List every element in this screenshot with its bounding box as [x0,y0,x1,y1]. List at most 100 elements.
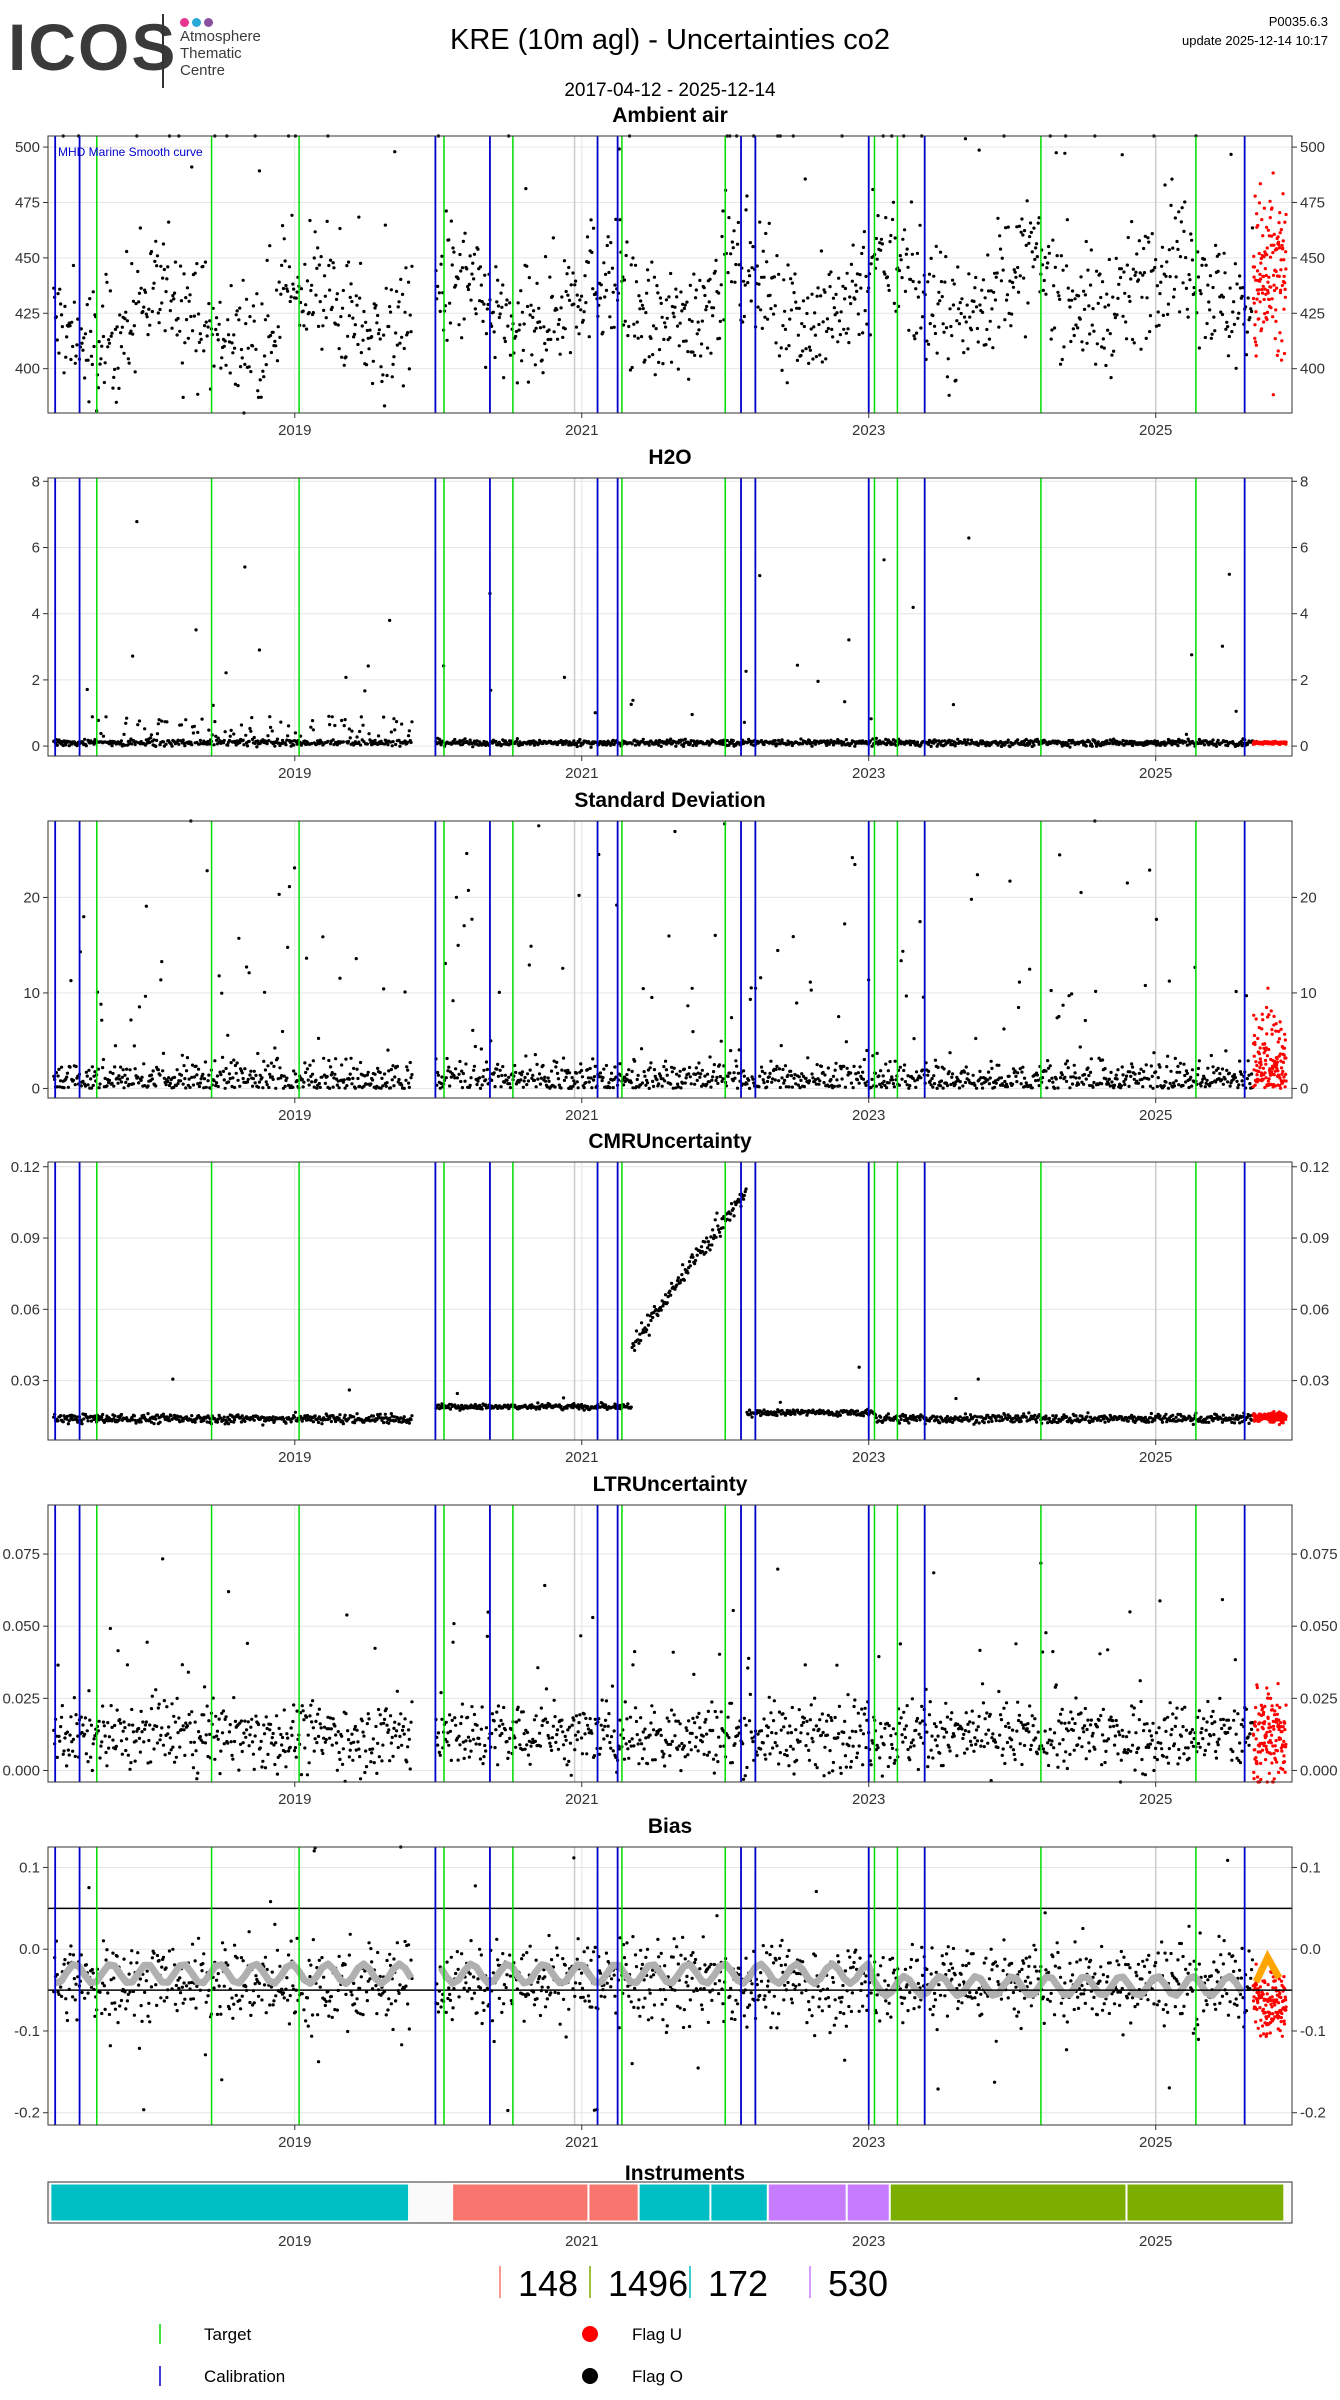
flag-u-points [1251,739,1288,746]
instrument-id: 172 [708,2263,768,2304]
y-tick-label: 0.03 [1300,1373,1329,1390]
x-tick-label: 2025 [1139,1791,1172,1808]
y-tick-label: 500 [1300,139,1325,156]
panel-ambient-air: Ambient air 400 400 425 425 450 450 475 475 500 50… [15,104,1325,439]
legend-flag-o-label: Flag O [632,2367,683,2386]
page-title: KRE (10m agl) - Uncertainties co2 [450,24,890,56]
instrument-id: 148 [518,2263,578,2304]
instrument-id: 1496 [608,2263,688,2304]
y-tick-label: 8 [32,473,40,490]
y-tick-label: 0.06 [11,1301,40,1318]
y-tick-label: 10 [23,985,40,1002]
x-tick-label: 2023 [852,1449,885,1466]
panel-border [47,820,1293,1099]
y-tick-label: 0.075 [2,1546,40,1563]
legend-flag-u-label: Flag U [632,2325,682,2344]
panel-border [47,135,1293,414]
flag-u-points [1251,1957,1288,2038]
x-tick-label: 2025 [1139,2233,1172,2250]
flag-o-points [52,134,1255,415]
logo-line-3: Centre [180,62,226,79]
y-tick-label: 475 [15,194,40,211]
panel-h2o: H2O 0 0 2 2 4 4 6 6 8 8 2019 2021 2023 2025 [32,446,1309,782]
y-tick-label: 0 [32,738,40,755]
x-tick-label: 2021 [565,422,598,439]
x-tick-label: 2021 [565,765,598,782]
x-tick-label: 2025 [1139,1107,1172,1124]
panel-title: CMRUncertainty [588,1130,752,1153]
logo-line-2: Thematic [180,45,242,62]
date-range: 2017-04-12 - 2025-12-14 [564,80,776,101]
y-tick-label: 4 [32,606,40,623]
y-tick-label: 0.000 [2,1762,40,1779]
y-tick-label: 0 [1300,738,1308,755]
logo-divider [162,14,164,88]
version-info: P0035.6.3 update 2025-12-14 10:17 [1182,12,1328,50]
y-tick-label: 6 [1300,540,1308,557]
x-tick-label: 2023 [852,1791,885,1808]
y-tick-label: -0.1 [14,2023,40,2040]
y-tick-label: 475 [1300,194,1325,211]
y-tick-label: 6 [32,540,40,557]
flag-o-points [52,1557,1255,1784]
y-tick-label: 0.1 [19,1859,40,1876]
x-tick-label: 2023 [852,765,885,782]
panel-title: H2O [648,446,691,469]
x-tick-label: 2023 [852,422,885,439]
y-tick-label: 4 [1300,606,1308,623]
flag-o-points [52,819,1255,1090]
icos-logo-word: ICOS [8,10,178,84]
instrument-segment [889,2183,1127,2222]
y-tick-label: 0.0 [1300,1941,1321,1958]
y-tick-label: 425 [1300,305,1325,322]
y-tick-label: 0.075 [1300,1546,1338,1563]
flag-u-points [1251,1410,1288,1427]
y-tick-label: 0.06 [1300,1301,1329,1318]
instrument-segment [50,2183,410,2222]
x-tick-label: 2021 [565,1791,598,1808]
y-tick-label: 2 [32,672,40,689]
y-tick-label: 400 [15,361,40,378]
x-tick-label: 2023 [852,1107,885,1124]
x-tick-label: 2019 [278,422,311,439]
y-tick-label: 20 [23,889,40,906]
x-tick-label: 2019 [278,1449,311,1466]
panel-title: LTRUncertainty [593,1473,748,1496]
x-tick-label: 2021 [565,1107,598,1124]
flag-o-points [52,520,1255,749]
logo-dot [192,18,201,27]
panel-border [47,477,1293,757]
y-tick-label: 0.12 [11,1159,40,1176]
x-tick-label: 2019 [278,2134,311,2151]
y-tick-label: 0.025 [2,1690,40,1707]
x-tick-label: 2021 [565,1449,598,1466]
panel-title: Ambient air [612,104,728,127]
panel-title: Bias [648,1815,692,1838]
smooth-curve-annotation: MHD Marine Smooth curve [58,145,203,159]
y-tick-label: 20 [1300,889,1317,906]
flag-u-points [1251,1682,1288,1784]
update-timestamp: update 2025-12-14 10:17 [1181,33,1328,48]
x-tick-label: 2021 [565,2233,598,2250]
logo-dots-icon [180,14,216,27]
y-tick-label: 0 [1300,1080,1308,1097]
panel-border [47,1161,1293,1441]
y-tick-label: 0 [32,1080,40,1097]
y-tick-label: 0.025 [1300,1690,1338,1707]
y-tick-label: 450 [15,250,40,267]
instrument-segment [846,2183,890,2222]
x-tick-label: 2019 [278,2233,311,2250]
y-tick-label: 0.09 [11,1230,40,1247]
flag-o-points [52,1187,1255,1427]
x-tick-label: 2023 [852,2233,885,2250]
y-tick-label: -0.2 [14,2105,40,2122]
legend-calibration-label: Calibration [204,2367,285,2386]
instrument-segment [638,2183,711,2222]
instrument-segment [710,2183,768,2222]
legend-target-label: Target [204,2325,252,2344]
flag-u-swatch [582,2326,598,2342]
x-tick-label: 2025 [1139,2134,1172,2151]
panel-cmruncertainty: CMRUncertainty 0.03 0.03 0.06 0.06 0.09 0.09 0.… [11,1130,1329,1466]
y-tick-label: 0.1 [1300,1859,1321,1876]
logo-line-1: Atmosphere [180,28,261,45]
